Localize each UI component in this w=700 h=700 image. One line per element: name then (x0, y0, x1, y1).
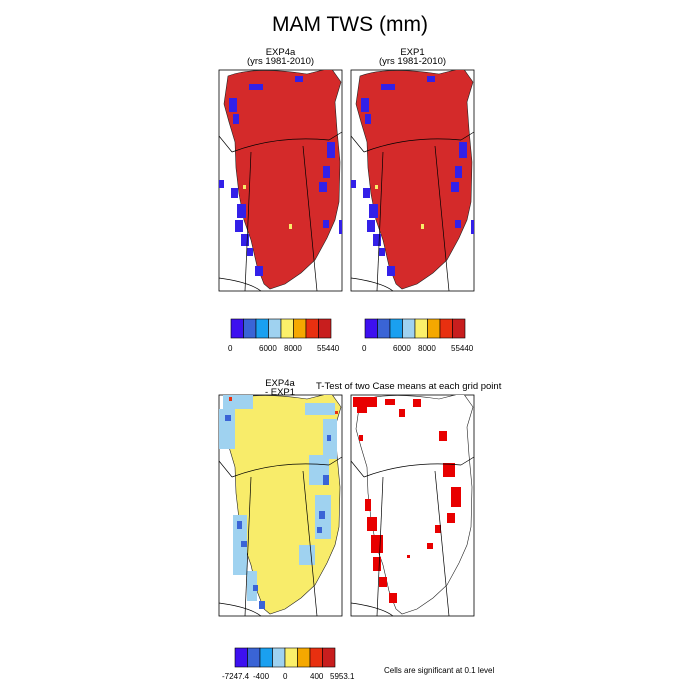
colorbar-exp4a-tick: 8000 (284, 344, 302, 353)
panel-title-diff: EXP4a - EXP1 (264, 378, 296, 398)
significance-note: Cells are significant at 0.1 level (384, 666, 495, 675)
colorbar-cell (389, 318, 403, 339)
colorbar-diff-tick: 5953.1 (330, 672, 355, 681)
map-panel-ttest (350, 394, 475, 617)
colorbar-cell (402, 318, 416, 339)
colorbar-cell (452, 318, 466, 339)
colorbar-exp4a (230, 318, 332, 339)
panel-title-exp4a: EXP4a (yrs 1981-2010) (246, 47, 315, 67)
colorbar-cell (259, 647, 273, 668)
colorbar-diff-tick: -7247.4 (222, 672, 250, 681)
colorbar-diff-tick: -400 (253, 672, 270, 681)
ttest-title: T-Test of two Case means at each grid po… (316, 381, 502, 392)
colorbar-cell (230, 318, 244, 339)
colorbar-cell (427, 318, 441, 339)
colorbar-cell (364, 318, 378, 339)
colorbar-cell (318, 318, 332, 339)
colorbar-cell (284, 647, 298, 668)
colorbar-cell (309, 647, 323, 668)
colorbar-cell (243, 318, 257, 339)
colorbar-exp4a-tick: 0 (228, 344, 233, 353)
map-panel-exp4a (218, 69, 343, 292)
colorbar-cell (305, 318, 319, 339)
panel-title-exp1: EXP1 (yrs 1981-2010) (378, 47, 447, 67)
colorbar-cell (414, 318, 428, 339)
colorbar-exp4a-tick: 55440 (317, 344, 340, 353)
colorbar-cell (272, 647, 286, 668)
colorbar-cell (377, 318, 391, 339)
colorbar-exp1-tick: 55440 (451, 344, 474, 353)
colorbar-cell (322, 647, 336, 668)
colorbar-diff-tick: 0 (283, 672, 288, 681)
colorbar-cell (255, 318, 269, 339)
map-panel-diff (218, 394, 343, 617)
colorbar-exp4a-tick: 6000 (259, 344, 277, 353)
colorbar-cell (439, 318, 453, 339)
colorbar-cell (297, 647, 311, 668)
colorbar-diff-tick: 400 (310, 672, 324, 681)
map-panel-exp1 (350, 69, 475, 292)
colorbar-exp1-tick: 6000 (393, 344, 411, 353)
colorbar-diff (234, 647, 336, 668)
figure-title: MAM TWS (mm) (272, 13, 428, 36)
colorbar-exp1 (364, 318, 466, 339)
colorbar-cell (234, 647, 248, 668)
colorbar-cell (247, 647, 261, 668)
colorbar-cell (268, 318, 282, 339)
colorbar-cell (293, 318, 307, 339)
colorbar-exp1-tick: 8000 (418, 344, 436, 353)
colorbar-cell (280, 318, 294, 339)
colorbar-exp1-tick: 0 (362, 344, 367, 353)
